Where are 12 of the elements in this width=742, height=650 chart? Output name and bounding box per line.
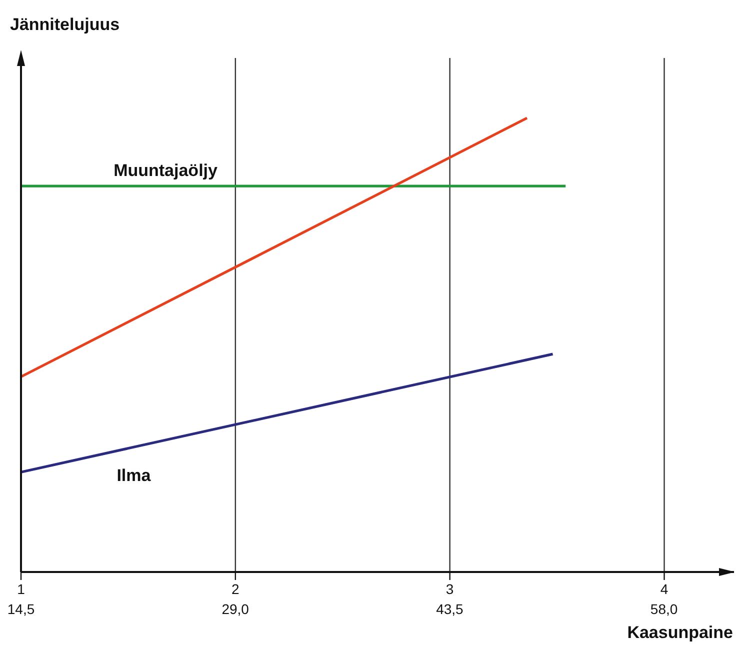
y-axis-title: Jännitelujuus <box>10 15 120 34</box>
series-label: Muuntajaöljy <box>114 161 218 180</box>
x2-tick-label: 58,0 <box>650 601 678 617</box>
x2-tick-label: 14,5 <box>7 601 35 617</box>
x2-tick-label: 43,5 <box>436 601 464 617</box>
x-tick-label: 4 <box>660 581 668 597</box>
x2-tick-label: 29,0 <box>222 601 250 617</box>
x-tick-label: 2 <box>232 581 240 597</box>
x-tick-label: 1 <box>17 581 26 597</box>
x-axis-title: Kaasunpaine <box>627 623 733 642</box>
x-tick-label: 3 <box>446 581 454 597</box>
series-label: Ilma <box>116 466 152 485</box>
